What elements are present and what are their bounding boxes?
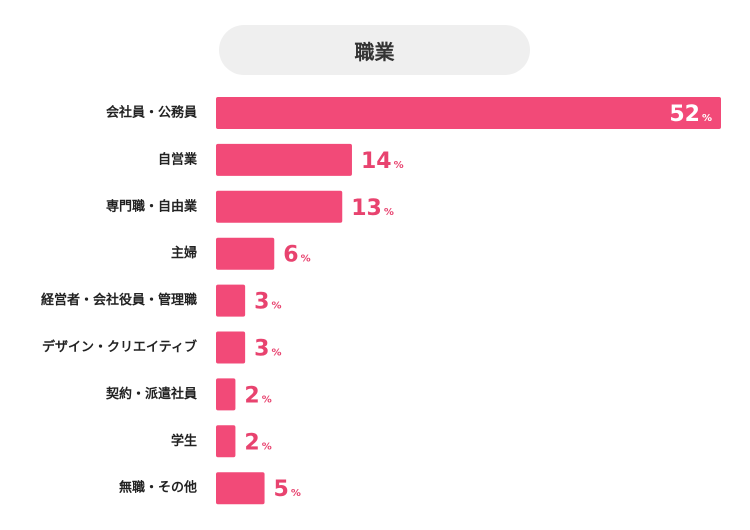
value-label: 13% — [351, 196, 394, 221]
category-label: 会社員・公務員 — [106, 105, 197, 121]
bar — [216, 472, 265, 505]
category-label: 学生 — [171, 433, 197, 449]
category-label: 経営者・会社役員・管理職 — [41, 292, 197, 308]
bar — [216, 331, 246, 364]
value-label: 52% — [669, 102, 712, 127]
value-label: 5% — [274, 477, 301, 502]
bar — [216, 190, 343, 223]
value-label: 6% — [283, 243, 310, 268]
value-label: 14% — [361, 149, 404, 174]
category-label: 自営業 — [158, 151, 198, 167]
category-label: 無職・その他 — [119, 480, 197, 496]
bar — [216, 378, 236, 411]
category-label: デザイン・クリエイティブ — [42, 339, 197, 355]
bar — [216, 237, 275, 270]
category-label: 契約・派遣社員 — [105, 386, 197, 402]
value-label: 3% — [254, 337, 281, 362]
bar — [216, 143, 352, 176]
category-label: 専門職・自由業 — [106, 198, 198, 214]
value-label: 3% — [254, 290, 281, 315]
bar — [216, 284, 246, 317]
category-label: 主婦 — [171, 245, 197, 261]
value-label: 2% — [244, 383, 271, 408]
bar — [216, 425, 236, 458]
bar — [216, 97, 721, 129]
value-label: 2% — [244, 430, 271, 455]
chart-title: 職業 — [219, 25, 530, 75]
